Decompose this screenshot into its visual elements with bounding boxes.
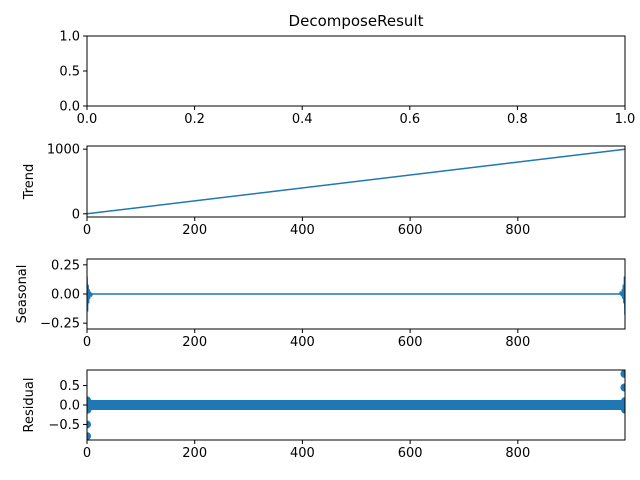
y-tick-label-seasonal: −0.25 [40, 317, 80, 332]
x-tick-label-trend: 600 [398, 223, 423, 238]
series-line-seasonal [87, 276, 625, 316]
residual-point-5 [620, 383, 625, 392]
x-tick-label-observed: 0.0 [77, 112, 98, 127]
plot-area-seasonal [87, 276, 625, 316]
y-axis-label-seasonal: Seasonal [15, 265, 30, 324]
residual-point-1 [87, 432, 91, 440]
y-tick-label-trend: 0 [72, 207, 80, 222]
residual-point-4 [620, 370, 625, 378]
x-tick-label-residual: 600 [398, 446, 423, 461]
y-tick-label-seasonal: 0.00 [51, 288, 80, 303]
residual-marker-band [87, 400, 625, 410]
x-tick-label-trend: 200 [182, 223, 207, 238]
y-tick-label-residual: −0.5 [48, 418, 80, 433]
x-tick-label-residual: 0 [83, 446, 91, 461]
y-tick-label-observed: 0.0 [59, 100, 80, 115]
x-tick-label-observed: 0.8 [507, 112, 528, 127]
plot-area-trend [87, 148, 625, 215]
series-line-trend [87, 148, 625, 215]
y-tick-label-observed: 1.0 [59, 30, 80, 45]
axes-frame-observed [86, 35, 626, 107]
x-tick-label-residual: 800 [505, 446, 530, 461]
x-tick-label-seasonal: 600 [398, 335, 423, 350]
plot-area-residual [87, 370, 625, 440]
panel-observed: 0.0 0.2 0.4 0.6 0.8 1.0 0.0 0.5 1.0 [59, 30, 635, 128]
x-tick-label-seasonal: 800 [505, 335, 530, 350]
x-tick-label-residual: 400 [290, 446, 315, 461]
x-tick-label-seasonal: 0 [83, 335, 91, 350]
residual-point-3 [87, 405, 92, 414]
x-tick-label-trend: 0 [83, 223, 91, 238]
axes-frame-trend [86, 145, 626, 218]
y-tick-label-residual: 0.5 [59, 379, 80, 394]
y-axis-label-trend: Trend [22, 164, 37, 201]
y-axis-label-residual: Residual [22, 378, 37, 433]
x-tick-label-seasonal: 400 [290, 335, 315, 350]
y-tick-label-trend: 1000 [47, 143, 80, 158]
x-tick-label-observed: 0.2 [184, 112, 205, 127]
panel-trend: 0 200 400 600 800 0 1000 Trend [22, 143, 626, 238]
residual-point-2 [87, 396, 91, 405]
x-tick-label-observed: 1.0 [615, 112, 636, 127]
residual-point-7 [621, 397, 625, 406]
chart-title: DecomposeResult [289, 12, 424, 30]
panel-residual: 0 200 400 600 800 −0.5 0.0 0.5 Residual [22, 369, 626, 461]
x-tick-label-residual: 200 [182, 446, 207, 461]
panel-seasonal: 0 200 400 600 800 −0.25 0.00 0.25 Seasonal [15, 258, 626, 350]
x-tick-label-observed: 0.6 [399, 112, 420, 127]
residual-point-6 [621, 405, 625, 414]
x-tick-label-observed: 0.4 [292, 112, 313, 127]
x-tick-label-trend: 400 [290, 223, 315, 238]
y-tick-label-observed: 0.5 [59, 65, 80, 80]
x-tick-label-trend: 800 [505, 223, 530, 238]
subplot-panels: 0.0 0.2 0.4 0.6 0.8 1.0 0.0 0.5 1.0 0 200 400 600 800… [15, 30, 635, 462]
y-tick-label-seasonal: 0.25 [51, 258, 80, 273]
x-tick-label-seasonal: 200 [182, 335, 207, 350]
y-tick-label-residual: 0.0 [59, 399, 80, 414]
residual-point-0 [87, 420, 91, 429]
